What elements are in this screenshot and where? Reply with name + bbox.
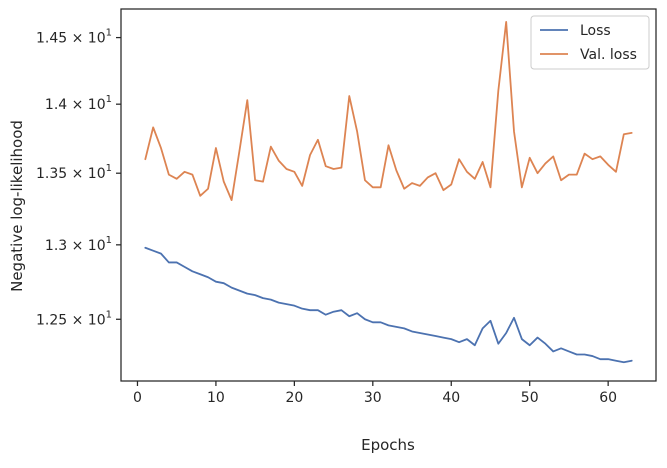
y-tick-label: 1.25 × 101 (36, 309, 112, 328)
y-tick-label: 1.45 × 101 (36, 28, 112, 47)
y-axis-label: Negative log-likelihood (8, 120, 26, 292)
legend-label-val-loss: Val. loss (580, 47, 637, 63)
x-tick-label: 10 (207, 390, 225, 406)
series-line-val-loss (144, 21, 633, 202)
x-tick-label: 0 (133, 390, 142, 406)
x-axis-label: Epochs (361, 436, 415, 454)
legend-label-loss: Loss (580, 23, 611, 39)
plot-frame (120, 8, 657, 382)
y-tick-label: 1.35 × 101 (36, 163, 112, 182)
x-tick-label: 40 (442, 390, 460, 406)
x-tick-label: 20 (285, 390, 303, 406)
y-tick-label: 1.3 × 101 (45, 235, 112, 254)
y-tick-label: 1.4 × 101 (45, 94, 112, 113)
x-tick-label: 60 (599, 390, 617, 406)
series-line-loss (144, 246, 633, 364)
x-tick-label: 30 (364, 390, 382, 406)
x-tick-label: 50 (521, 390, 539, 406)
legend: Loss Val. loss (530, 15, 650, 70)
